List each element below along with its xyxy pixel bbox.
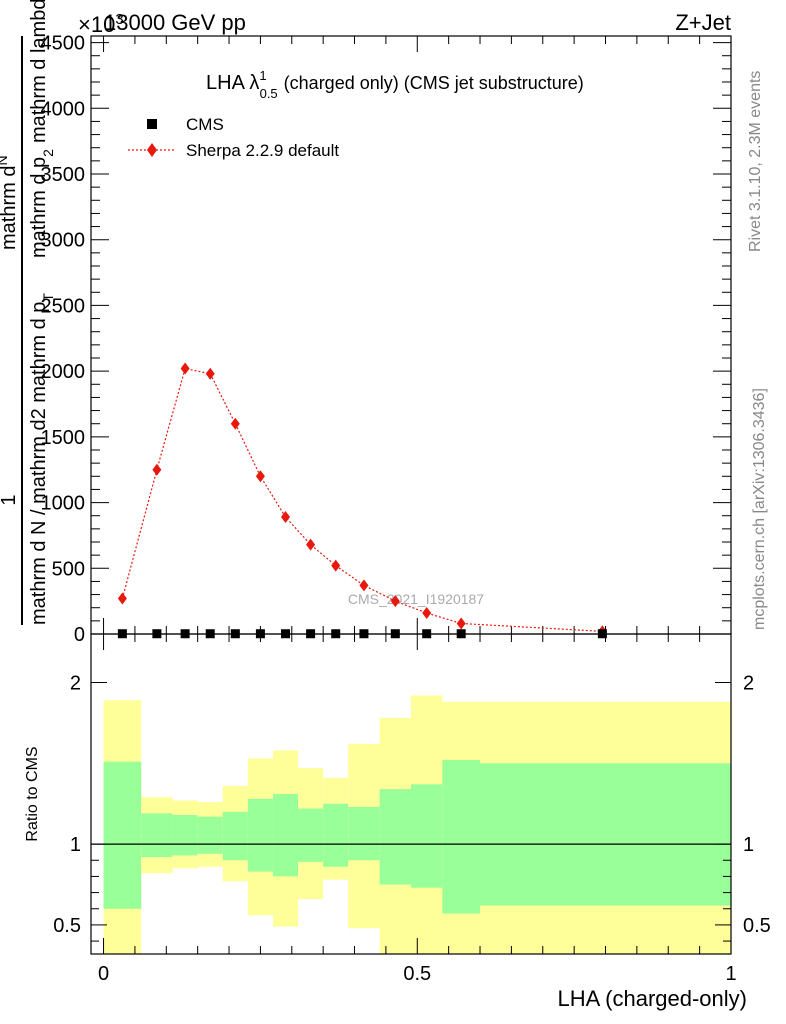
y-tick-label: 2000 <box>41 361 86 383</box>
chart-title: LHA λ1 0.5(charged only) (CMS jet substru… <box>206 68 584 101</box>
rivet-label: Rivet 3.1.10, 2.3M events <box>747 71 764 252</box>
sherpa-point <box>152 463 162 476</box>
header-right: Z+Jet <box>675 10 731 35</box>
y-tick-label: 4500 <box>41 33 86 55</box>
legend-sherpa-label: Sherpa 2.2.9 default <box>186 141 339 160</box>
main-ylabel: 1 mathrm d N / mathrm d2 mathrm d pT mat… <box>0 0 56 625</box>
ratio-y-tick-label-right: 2 <box>743 672 754 694</box>
sherpa-point <box>117 592 127 605</box>
ratio-panel: 0.5 0.51 12 2 0 0.5 1 Ratio to CMS LHA (charg… <box>24 633 771 1011</box>
ratio-x-axis: 0 0.5 1 <box>98 634 737 985</box>
green-band-bin <box>411 784 443 888</box>
sherpa-point <box>205 367 215 380</box>
y-tick-label: 500 <box>52 558 85 580</box>
y-tick-label: 1500 <box>41 427 86 449</box>
y-tick-label: 3000 <box>41 230 86 252</box>
sherpa-point <box>306 538 316 551</box>
green-band-bin <box>298 808 324 862</box>
y-tick-label: 0 <box>74 624 85 646</box>
y-tick-label: 1000 <box>41 493 86 515</box>
ylabel-lambda: mathrm d p2mathrm d lambda <box>28 0 56 258</box>
y-tick-label: 4000 <box>41 98 86 120</box>
ratio-ylabel: Ratio to CMS <box>24 746 41 841</box>
sherpa-point <box>281 511 291 524</box>
sherpa-point <box>180 362 190 375</box>
green-band-bin <box>323 803 349 867</box>
green-band-bin <box>197 816 223 854</box>
y-tick-label: 2500 <box>41 295 86 317</box>
ratio-y-axis: 0.5 0.5 1 1 2 2 <box>53 672 771 942</box>
ratio-frame <box>90 633 732 955</box>
green-band-bin <box>222 811 248 861</box>
sherpa-point <box>390 595 400 608</box>
mcplots-label: mcplots.cern.ch [arXiv:1306.3436] <box>751 388 768 630</box>
exponent-label: ×103 <box>78 11 124 37</box>
green-band-bin <box>141 813 173 858</box>
x-tick-label: 0.5 <box>403 963 431 985</box>
sherpa-point <box>422 606 432 619</box>
x-axis-label: LHA (charged-only) <box>557 986 747 1011</box>
green-band-bin <box>480 763 731 906</box>
sherpa-point <box>255 470 265 483</box>
legend-cms-label: CMS <box>186 115 224 134</box>
sherpa-line <box>121 367 603 632</box>
main-panel: 0 500 1000 1500 2000 2500 3000 3500 4000 4500 CMS… <box>41 33 732 646</box>
green-band-bin <box>379 789 411 885</box>
y-tick-label: 3500 <box>41 164 86 186</box>
green-band-bin <box>247 798 273 872</box>
ratio-y-tick-label-right: 0.5 <box>743 915 771 937</box>
legend-cms-marker <box>147 119 157 129</box>
watermark: CMS_2021_I1920187 <box>348 591 484 607</box>
green-band-bin <box>172 815 198 856</box>
ratio-y-tick-label: 0.5 <box>53 915 81 937</box>
ylabel-den: mathrm d N / mathrm d2 mathrm d pT <box>28 293 56 625</box>
legend: CMS Sherpa 2.2.9 default <box>128 115 339 160</box>
green-band-bin <box>272 794 299 877</box>
sherpa-point <box>331 559 341 572</box>
sherpa-point <box>359 579 369 592</box>
sherpa-point <box>456 617 466 630</box>
series-sherpa <box>117 362 607 638</box>
ylabel-top: 1 <box>0 494 20 505</box>
main-y-axis: 0 500 1000 1500 2000 2500 3000 3500 4000 4500 <box>41 33 731 646</box>
ylabel-num: mathrm dN <box>0 155 20 250</box>
green-band-bin <box>103 761 142 909</box>
ratio-y-tick-label-right: 1 <box>743 834 754 856</box>
x-tick-label: 0 <box>98 963 109 985</box>
header-left: 13000 GeV pp <box>104 10 246 35</box>
x-tick-label: 1 <box>725 963 736 985</box>
ratio-y-tick-label: 1 <box>70 834 81 856</box>
legend-sherpa-marker <box>147 143 157 157</box>
sherpa-point <box>230 417 240 430</box>
green-band-bin <box>442 760 481 914</box>
ratio-y-tick-label: 2 <box>70 672 81 694</box>
ratio-bands <box>103 695 731 954</box>
green-band-bin <box>348 806 380 861</box>
